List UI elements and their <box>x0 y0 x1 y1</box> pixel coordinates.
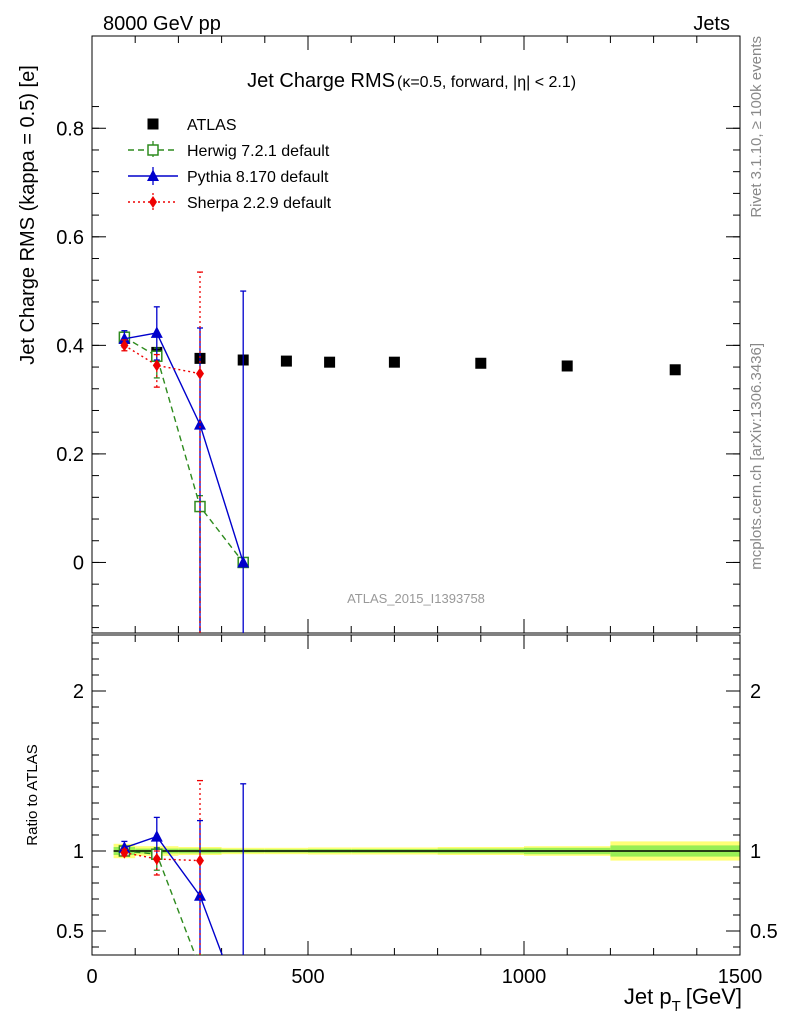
atlas-marker <box>475 357 487 369</box>
y-tick-label: 0.8 <box>56 118 84 140</box>
x-axis-label-main: Jet p <box>624 984 672 1009</box>
legend-atlas-label: ATLAS <box>187 117 237 134</box>
sherpa-marker <box>120 846 129 859</box>
source-reference-label: mcplots.cern.ch [arXiv:1306.3436] <box>748 343 765 570</box>
sherpa-marker <box>120 339 129 352</box>
herwig-line <box>124 336 244 563</box>
atlas-marker <box>561 360 573 372</box>
legend-pythia-marker <box>147 169 159 181</box>
herwig-line <box>124 850 196 955</box>
ratio-y-axis-label: Ratio to ATLAS <box>24 744 41 845</box>
legend-sherpa-marker <box>149 196 157 208</box>
legend-atlas-marker <box>147 118 159 130</box>
x-axis-label-unit: [GeV] <box>686 984 742 1009</box>
x-tick-label: 500 <box>291 966 324 988</box>
y-tick-label-right: 0.5 <box>750 921 778 943</box>
sherpa-marker <box>152 853 161 865</box>
main-plot-panel: 0 0.2 0.4 0.6 0.8 Jet Charge RMS (κ=0.5, forwa… <box>17 35 741 634</box>
atlas-marker <box>669 364 681 376</box>
legend-pythia-label: Pythia 8.170 default <box>187 169 329 186</box>
sherpa-marker <box>152 359 161 372</box>
legend-herwig-marker <box>147 144 159 156</box>
legend-herwig-label: Herwig 7.2.1 default <box>187 143 330 160</box>
y-tick-label: 1 <box>73 841 84 863</box>
ratio-series-group <box>118 779 247 955</box>
pythia-marker <box>150 830 163 842</box>
legend-sherpa-label: Sherpa 2.2.9 default <box>187 195 332 212</box>
legend: ATLAS Herwig 7.2.1 default Pythia 8.170 de… <box>128 117 332 212</box>
y-tick-label: 0.5 <box>56 921 84 943</box>
pythia-marker <box>150 326 163 338</box>
chart-title: Jet Charge RMS <box>247 70 395 92</box>
process-label: Jets <box>693 13 730 35</box>
pythia-marker <box>118 332 131 344</box>
plot-frame <box>91 35 741 634</box>
pythia-marker <box>237 555 250 568</box>
y-tick-label: 0.2 <box>56 444 84 466</box>
x-tick-label: 0 <box>86 966 97 988</box>
atlas-marker <box>324 356 336 368</box>
y-tick-label: 0 <box>73 552 84 574</box>
plot-frame <box>91 634 741 956</box>
y-tick-label: 0.6 <box>56 227 84 249</box>
energy-label: 8000 GeV pp <box>103 13 221 35</box>
pythia-marker <box>194 418 206 430</box>
pythia-line <box>124 332 244 563</box>
y-tick-label-right: 1 <box>750 841 761 863</box>
x-tick-label: 1000 <box>502 966 547 988</box>
x-tick-label: 1500 <box>718 966 763 988</box>
y-tick-label: 0.4 <box>56 335 84 357</box>
pythia-marker <box>194 889 206 901</box>
ratio-plot-panel: 0.5 0.5 1 1 2 2 0 500 1000 1500 Ratio to ATLAS Jet … <box>24 634 778 1015</box>
y-tick-label-right: 2 <box>750 681 761 703</box>
x-axis-label-subscript: T <box>672 998 681 1015</box>
y-tick-label: 2 <box>73 681 84 703</box>
pythia-line <box>124 835 223 955</box>
chart-subtitle: (κ=0.5, forward, |η| < 2.1) <box>397 74 576 91</box>
analysis-watermark: ATLAS_2015_I1393758 <box>347 591 485 606</box>
sherpa-marker <box>196 854 204 867</box>
rivet-version-label: Rivet 3.1.10, ≥ 100k events <box>748 36 765 218</box>
sherpa-marker <box>196 367 204 380</box>
x-axis-label: Jet pT [GeV] <box>624 984 742 1015</box>
sherpa-line <box>124 851 201 862</box>
main-series-group <box>118 271 681 633</box>
y-axis-label: Jet Charge RMS (kappa = 0.5) [e] <box>17 65 39 365</box>
atlas-marker <box>388 356 400 368</box>
atlas-marker <box>280 355 292 367</box>
